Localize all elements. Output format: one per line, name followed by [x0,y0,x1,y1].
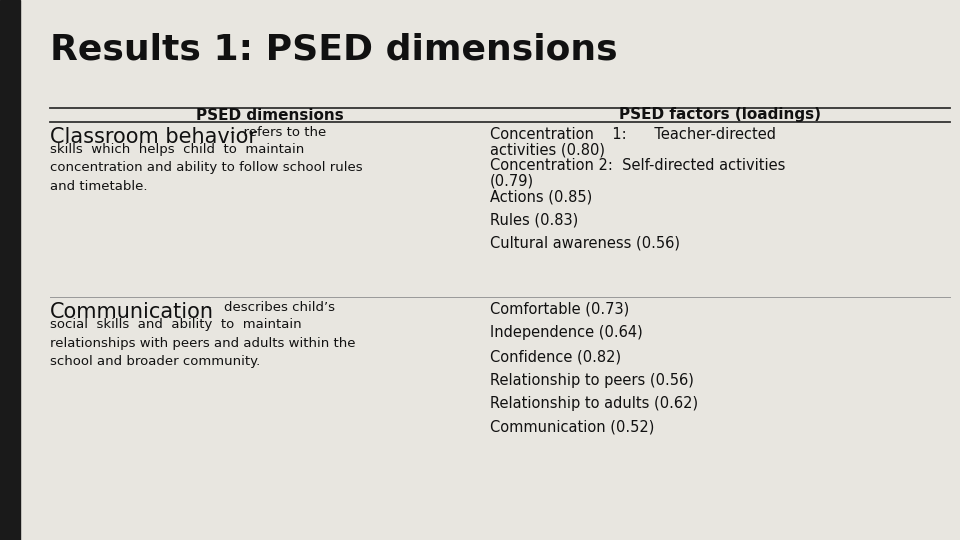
Text: -  refers to the: - refers to the [226,126,326,139]
Text: Communication: Communication [50,302,214,322]
Text: Results 1: PSED dimensions: Results 1: PSED dimensions [50,32,617,66]
Text: PSED factors (loadings): PSED factors (loadings) [619,107,821,123]
Text: Communication (0.52): Communication (0.52) [490,420,655,435]
Text: Confidence (0.82): Confidence (0.82) [490,349,621,364]
Text: Concentration 2:  Self-directed activities: Concentration 2: Self-directed activitie… [490,158,785,173]
Text: Cultural awareness (0.56): Cultural awareness (0.56) [490,236,680,251]
Text: (0.79): (0.79) [490,173,534,188]
Text: social  skills  and  ability  to  maintain
relationships with peers and adults w: social skills and ability to maintain re… [50,318,355,368]
Text: -   describes child’s: - describes child’s [198,301,335,314]
Text: activities (0.80): activities (0.80) [490,143,605,158]
Text: Independence (0.64): Independence (0.64) [490,326,643,341]
Text: Concentration    1:      Teacher-directed: Concentration 1: Teacher-directed [490,127,776,142]
Text: Relationship to peers (0.56): Relationship to peers (0.56) [490,373,694,388]
Text: Comfortable (0.73): Comfortable (0.73) [490,302,629,317]
Text: Relationship to adults (0.62): Relationship to adults (0.62) [490,396,698,411]
Text: Classroom behavior: Classroom behavior [50,127,257,147]
Bar [0,0,20,540]
Text: PSED dimensions: PSED dimensions [196,107,344,123]
Text: Actions (0.85): Actions (0.85) [490,189,592,204]
Text: skills  which  helps  child  to  maintain
concentration and ability to follow sc: skills which helps child to maintain con… [50,143,363,193]
Text: Rules (0.83): Rules (0.83) [490,213,578,227]
